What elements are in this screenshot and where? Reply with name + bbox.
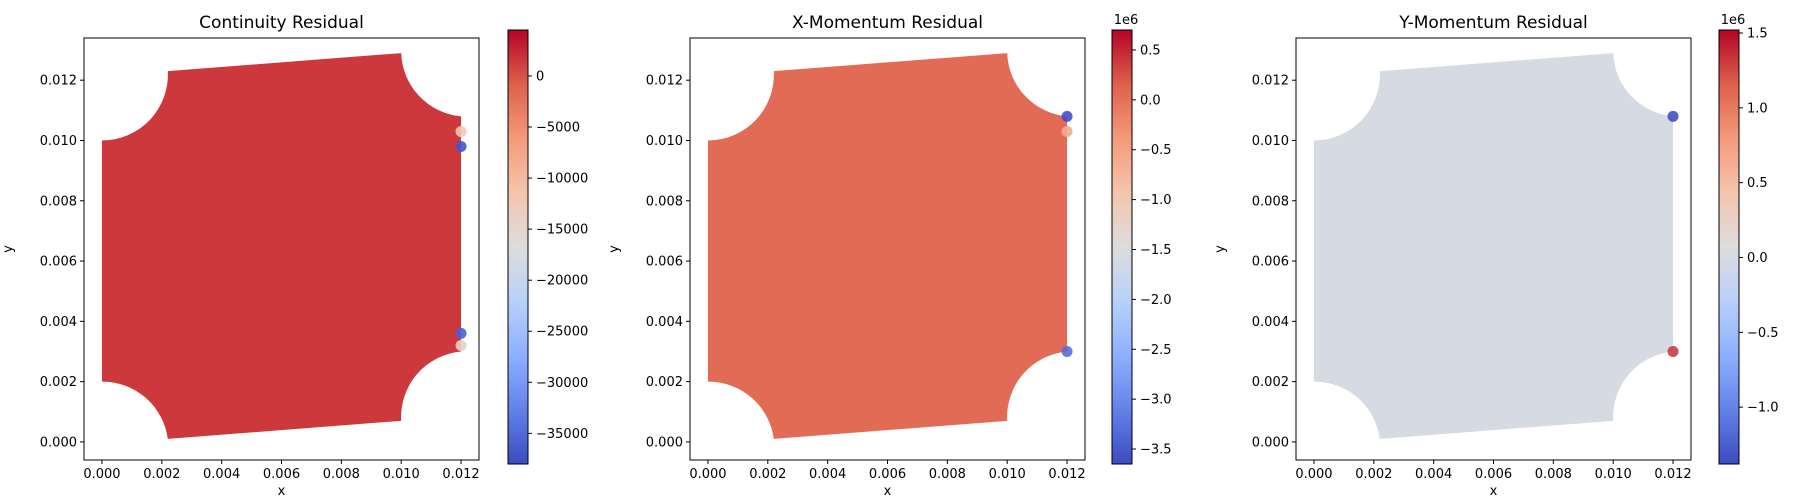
x-axis-label: x <box>278 484 286 499</box>
y-tick-label: 0.010 <box>40 134 77 149</box>
scatter-point <box>1667 110 1679 122</box>
scatter-point <box>1667 345 1679 357</box>
x-tick-label: 0.008 <box>323 467 360 482</box>
y-tick-label: 0.006 <box>646 255 683 270</box>
x-tick-label: 0.004 <box>809 467 846 482</box>
colorbar-tick-label: −5000 <box>536 121 580 136</box>
colorbar-tick-label: −20000 <box>536 274 588 289</box>
colorbar-tick-label: −0.5 <box>1747 326 1779 341</box>
colorbar-tick-label: −30000 <box>536 376 588 391</box>
colorbar-tick-label: 1.5 <box>1747 26 1768 41</box>
scatter-point <box>1061 125 1073 137</box>
y-tick-label: 0.000 <box>646 435 683 450</box>
panel-1: Continuity Residual 0.000 0.002 0.004 0.006 0… <box>1 13 588 499</box>
plot-title: X-Momentum Residual <box>792 13 983 33</box>
x-tick-label: 0.002 <box>749 467 786 482</box>
x-tick-label: 0.008 <box>929 467 966 482</box>
y-tick-label: 0.008 <box>1252 194 1289 209</box>
plot-title: Continuity Residual <box>199 13 364 33</box>
x-axis-label: x <box>1490 484 1498 499</box>
x-tick-label: 0.010 <box>383 467 420 482</box>
scatter-point <box>455 125 467 137</box>
colorbar <box>1718 29 1740 465</box>
y-axis-label: y <box>607 245 622 253</box>
y-axis-label: y <box>1 245 16 253</box>
y-tick-label: 0.012 <box>646 74 683 89</box>
y-tick-label: 0.006 <box>40 255 77 270</box>
colorbar-tick-label: 0.0 <box>1747 251 1768 266</box>
x-tick-label: 0.012 <box>1048 467 1085 482</box>
colorbar-tick-label: 0.5 <box>1140 43 1161 58</box>
x-tick-label: 0.006 <box>1475 467 1512 482</box>
y-tick-label: 0.002 <box>1252 375 1289 390</box>
scatter-point <box>1061 345 1073 357</box>
y-tick-label: 0.008 <box>646 194 683 209</box>
colorbar-tick-label: −3.5 <box>1140 443 1172 458</box>
y-tick-label: 0.010 <box>646 134 683 149</box>
x-tick-label: 0.000 <box>1295 467 1332 482</box>
scatter-point <box>455 327 467 339</box>
colorbar-offset-label: 1e6 <box>1114 13 1139 28</box>
x-axis-label: x <box>884 484 892 499</box>
x-tick-label: 0.006 <box>263 467 300 482</box>
colorbar-tick-label: −2.5 <box>1140 343 1172 358</box>
x-tick-label: 0.000 <box>83 467 120 482</box>
colorbar-tick-label: −1.5 <box>1140 243 1172 258</box>
x-tick-label: 0.010 <box>1595 467 1632 482</box>
colorbar-tick-label: −15000 <box>536 223 588 238</box>
y-axis-label: y <box>1213 245 1228 253</box>
x-tick-label: 0.012 <box>1654 467 1691 482</box>
y-tick-label: 0.004 <box>1252 315 1289 330</box>
scatter-point <box>455 141 467 153</box>
y-tick-label: 0.008 <box>40 194 77 209</box>
colorbar-tick-label: 0.0 <box>1140 93 1161 108</box>
y-tick-label: 0.012 <box>1252 74 1289 89</box>
x-tick-label: 0.002 <box>1355 467 1392 482</box>
colorbar-tick-label: 1.0 <box>1747 101 1768 116</box>
y-tick-label: 0.000 <box>40 435 77 450</box>
colorbar-tick-label: 0 <box>536 69 544 84</box>
colorbar-tick-label: −35000 <box>536 427 588 442</box>
x-tick-label: 0.002 <box>143 467 180 482</box>
y-tick-label: 0.010 <box>1252 134 1289 149</box>
colorbar-tick-label: −0.5 <box>1140 143 1172 158</box>
residual-field <box>1313 53 1674 439</box>
x-tick-label: 0.006 <box>869 467 906 482</box>
y-tick-label: 0.004 <box>646 315 683 330</box>
colorbar-offset-label: 1e6 <box>1721 13 1746 28</box>
x-tick-label: 0.004 <box>1415 467 1452 482</box>
y-tick-label: 0.002 <box>646 375 683 390</box>
x-tick-label: 0.010 <box>989 467 1026 482</box>
scatter-point <box>455 339 467 351</box>
colorbar-tick-label: −25000 <box>536 325 588 340</box>
y-tick-label: 0.004 <box>40 315 77 330</box>
colorbar-tick-label: −1.0 <box>1140 193 1172 208</box>
colorbar-tick-label: −10000 <box>536 172 588 187</box>
y-tick-label: 0.000 <box>1252 435 1289 450</box>
colorbar-tick-label: −1.0 <box>1747 401 1779 416</box>
panel-3: Y-Momentum Residual 0.000 0.002 0.004 0.006 0… <box>1213 13 1779 499</box>
y-tick-label: 0.002 <box>40 375 77 390</box>
residual-field <box>101 53 462 439</box>
colorbar-tick-label: −3.0 <box>1140 393 1172 408</box>
scatter-point <box>1061 110 1073 122</box>
x-tick-label: 0.000 <box>689 467 726 482</box>
residual-field <box>707 53 1068 439</box>
colorbar <box>507 29 529 465</box>
colorbar <box>1111 29 1133 465</box>
plot-title: Y-Momentum Residual <box>1398 13 1588 33</box>
x-tick-label: 0.008 <box>1535 467 1572 482</box>
x-tick-label: 0.012 <box>442 467 479 482</box>
colorbar-tick-label: −2.0 <box>1140 293 1172 308</box>
y-tick-label: 0.012 <box>40 74 77 89</box>
colorbar-tick-label: 0.5 <box>1747 176 1768 191</box>
panel-2: X-Momentum Residual 0.000 0.002 0.004 0.006 0… <box>607 13 1172 499</box>
x-tick-label: 0.004 <box>203 467 240 482</box>
y-tick-label: 0.006 <box>1252 255 1289 270</box>
